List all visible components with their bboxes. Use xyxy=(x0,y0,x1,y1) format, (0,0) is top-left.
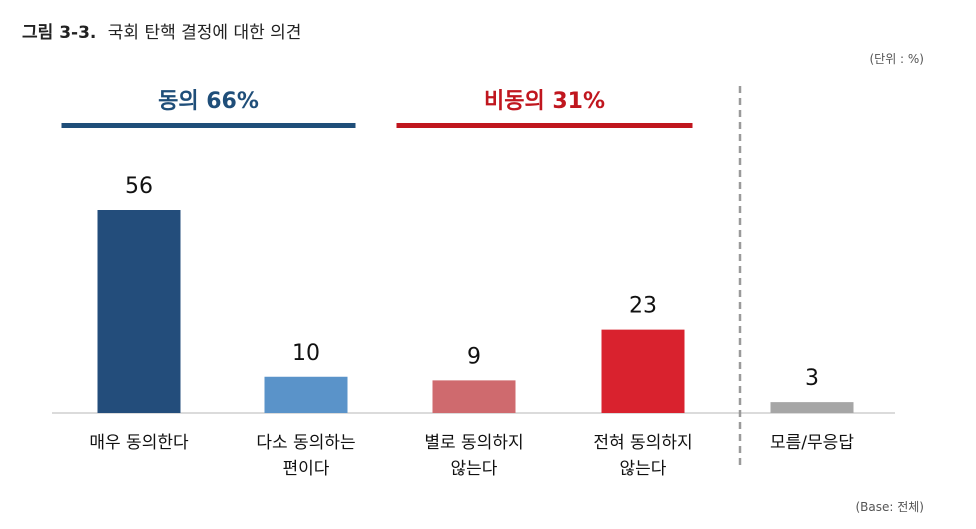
bar-2 xyxy=(432,380,516,413)
bar-0 xyxy=(97,210,181,413)
figure-title: 그림 3-3. 국회 탄핵 결정에 대한 의견 xyxy=(22,18,301,43)
category-label-line: 않는다 xyxy=(620,459,667,479)
category-label-line: 않는다 xyxy=(451,459,498,479)
value-label-0: 56 xyxy=(125,174,153,199)
base-note: (Base: 전체) xyxy=(855,500,924,514)
group-bar-0 xyxy=(61,123,356,128)
group-bar-1 xyxy=(396,123,693,128)
figure-number: 그림 3-3. xyxy=(22,23,97,43)
unit-note: (단위 : %) xyxy=(869,52,924,66)
value-label-2: 9 xyxy=(467,344,481,369)
category-label-line: 별로 동의하지 xyxy=(424,433,523,453)
bar-4 xyxy=(770,402,854,413)
category-label-line: 모름/무응답 xyxy=(770,433,854,453)
value-label-4: 3 xyxy=(805,366,819,391)
category-label-line: 매우 동의한다 xyxy=(89,433,189,453)
value-label-1: 10 xyxy=(292,341,320,366)
category-label-line: 전혀 동의하지 xyxy=(593,433,692,453)
bar-3 xyxy=(601,329,685,413)
group-label-1: 비동의 31% xyxy=(484,89,605,114)
category-label-line: 다소 동의하는 xyxy=(256,433,355,453)
category-label-4: 모름/무응답 xyxy=(770,433,854,453)
group-label-0: 동의 66% xyxy=(158,89,259,114)
figure-title-text: 국회 탄핵 결정에 대한 의견 xyxy=(107,23,302,43)
category-label-line: 편이다 xyxy=(283,459,330,479)
bar-1 xyxy=(264,376,348,413)
value-label-3: 23 xyxy=(629,294,657,319)
category-label-0: 매우 동의한다 xyxy=(89,433,189,453)
